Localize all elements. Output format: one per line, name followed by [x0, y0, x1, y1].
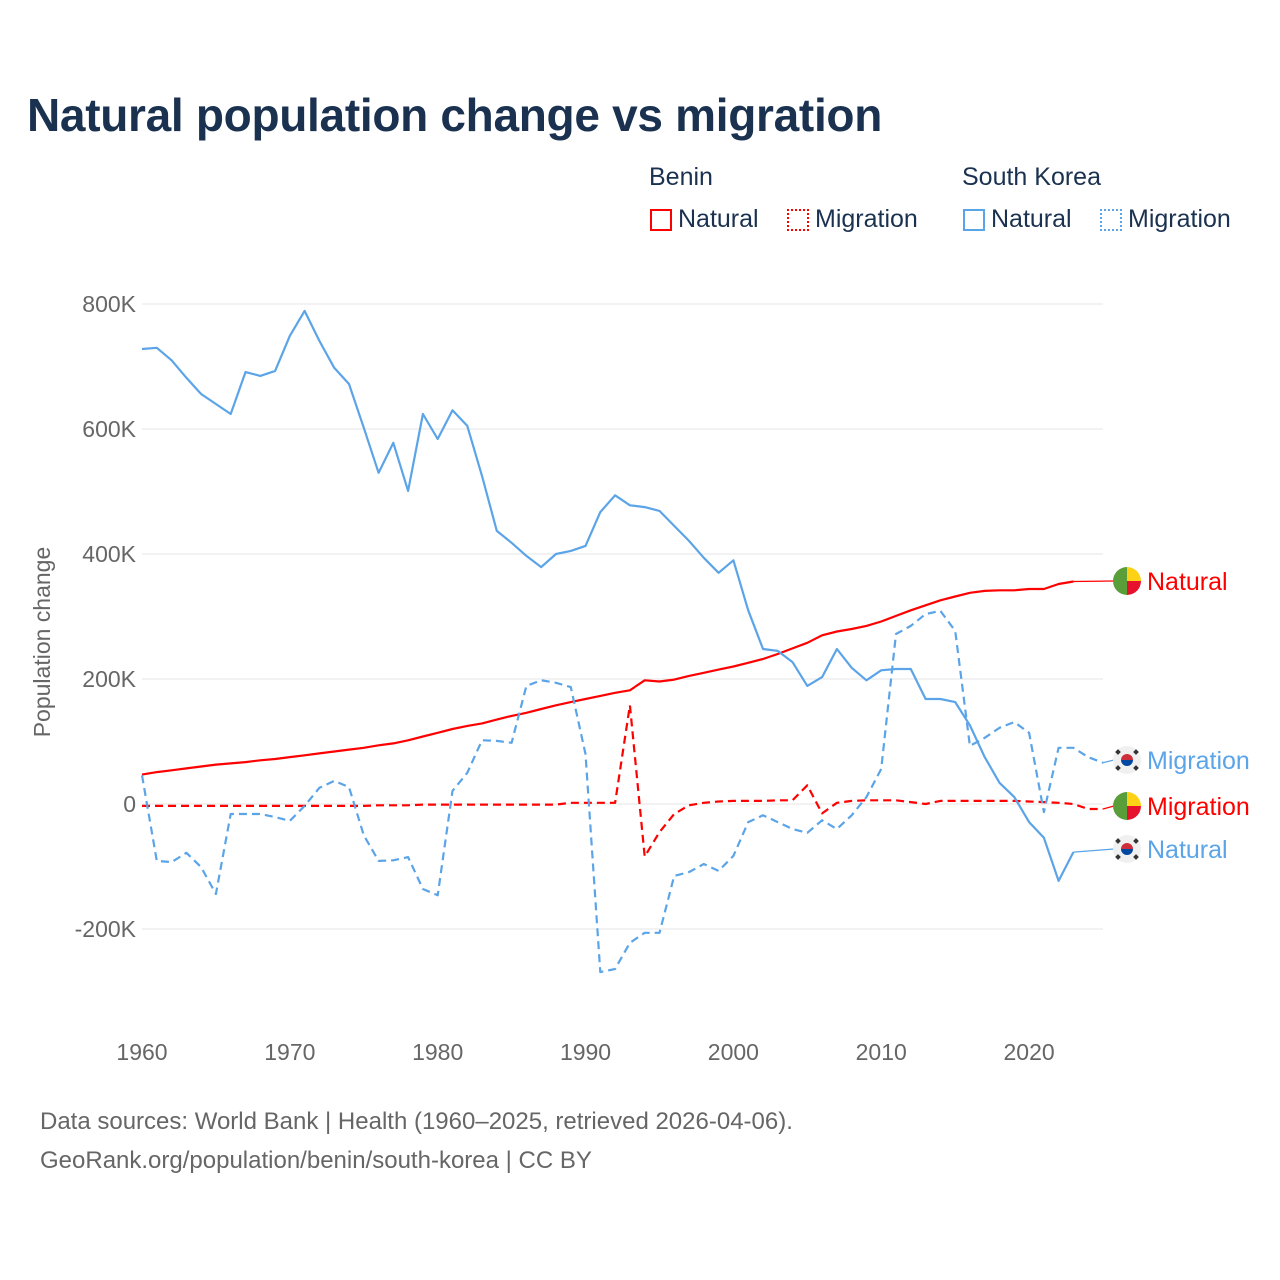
footer-attribution[interactable]: GeoRank.org/population/benin/south-korea…: [40, 1147, 592, 1174]
series-end-label: Natural: [1147, 568, 1228, 596]
south-korea-flag-taegeuk-blue: [1121, 849, 1133, 855]
legend-label: Migration: [815, 205, 918, 233]
legend-label: Natural: [991, 205, 1072, 233]
benin-flag-icon-yellow: [1127, 567, 1141, 581]
series-line-south-korea-natural: [141, 309, 1075, 882]
y-tick-label: 0: [123, 791, 136, 817]
south-korea-flag-taegeuk-blue: [1121, 760, 1133, 766]
x-tick-label: 1960: [116, 1039, 167, 1065]
series-end-label: Migration: [1147, 793, 1250, 821]
label-connector: [1073, 848, 1115, 853]
series-line-south-korea-migration: [140, 609, 1104, 974]
south-korea-flag-trigram: [1133, 749, 1139, 755]
y-tick-label: 600K: [82, 416, 136, 442]
south-korea-flag-trigram: [1115, 765, 1121, 771]
south-korea-flag-trigram: [1133, 854, 1139, 860]
footer-sources: Data sources: World Bank | Health (1960–…: [40, 1108, 793, 1135]
x-tick-label: 2000: [708, 1039, 759, 1065]
label-connector: [1102, 759, 1115, 764]
south-korea-flag-trigram: [1115, 854, 1121, 860]
y-axis-label: Population change: [29, 547, 55, 738]
series-end-label: Natural: [1147, 836, 1228, 864]
legend-label: Migration: [1128, 205, 1231, 233]
legend-swatch-dotted-red: [787, 208, 809, 231]
benin-flag-icon: [1113, 567, 1127, 595]
x-tick-label: 2020: [1003, 1039, 1054, 1065]
x-tick-label: 2010: [856, 1039, 907, 1065]
south-korea-flag-trigram: [1133, 838, 1139, 844]
x-tick-label: 1990: [560, 1039, 611, 1065]
legend-swatch-dotted-blue: [1100, 208, 1122, 231]
south-korea-flag-taegeuk-red: [1121, 843, 1133, 849]
x-tick-label: 1980: [412, 1039, 463, 1065]
y-tick-label: 200K: [82, 666, 136, 692]
chart-title: Natural population change vs migration: [27, 89, 883, 141]
x-tick-label: 1970: [264, 1039, 315, 1065]
series-end-label: Migration: [1147, 747, 1250, 775]
legend-group-south-korea: South Korea: [962, 163, 1101, 191]
legend-swatch-solid-blue: [963, 208, 985, 231]
series-line-benin-natural: [141, 580, 1074, 776]
legend-korea-migration[interactable]: Migration: [1100, 205, 1231, 234]
benin-flag-icon-yellow: [1127, 792, 1141, 806]
benin-flag-icon-red: [1127, 806, 1141, 820]
legend-label: Natural: [678, 205, 759, 233]
south-korea-flag-trigram: [1115, 749, 1121, 755]
legend-benin-natural[interactable]: Natural: [650, 205, 759, 234]
legend-swatch-solid-red: [650, 208, 672, 231]
legend-korea-natural[interactable]: Natural: [963, 205, 1072, 234]
label-connector: [1102, 805, 1115, 810]
south-korea-flag-trigram: [1115, 838, 1121, 844]
series-line-benin-migration: [142, 704, 1103, 858]
benin-flag-icon-red: [1127, 581, 1141, 595]
y-tick-label: -200K: [75, 916, 137, 942]
legend-benin-migration[interactable]: Migration: [787, 205, 918, 234]
south-korea-flag-taegeuk-red: [1121, 754, 1133, 760]
legend-group-benin: Benin: [649, 163, 713, 191]
y-tick-label: 400K: [82, 541, 136, 567]
south-korea-flag-trigram: [1133, 765, 1139, 771]
benin-flag-icon: [1113, 792, 1127, 820]
label-connector: [1073, 580, 1115, 583]
y-tick-label: 800K: [82, 291, 136, 317]
